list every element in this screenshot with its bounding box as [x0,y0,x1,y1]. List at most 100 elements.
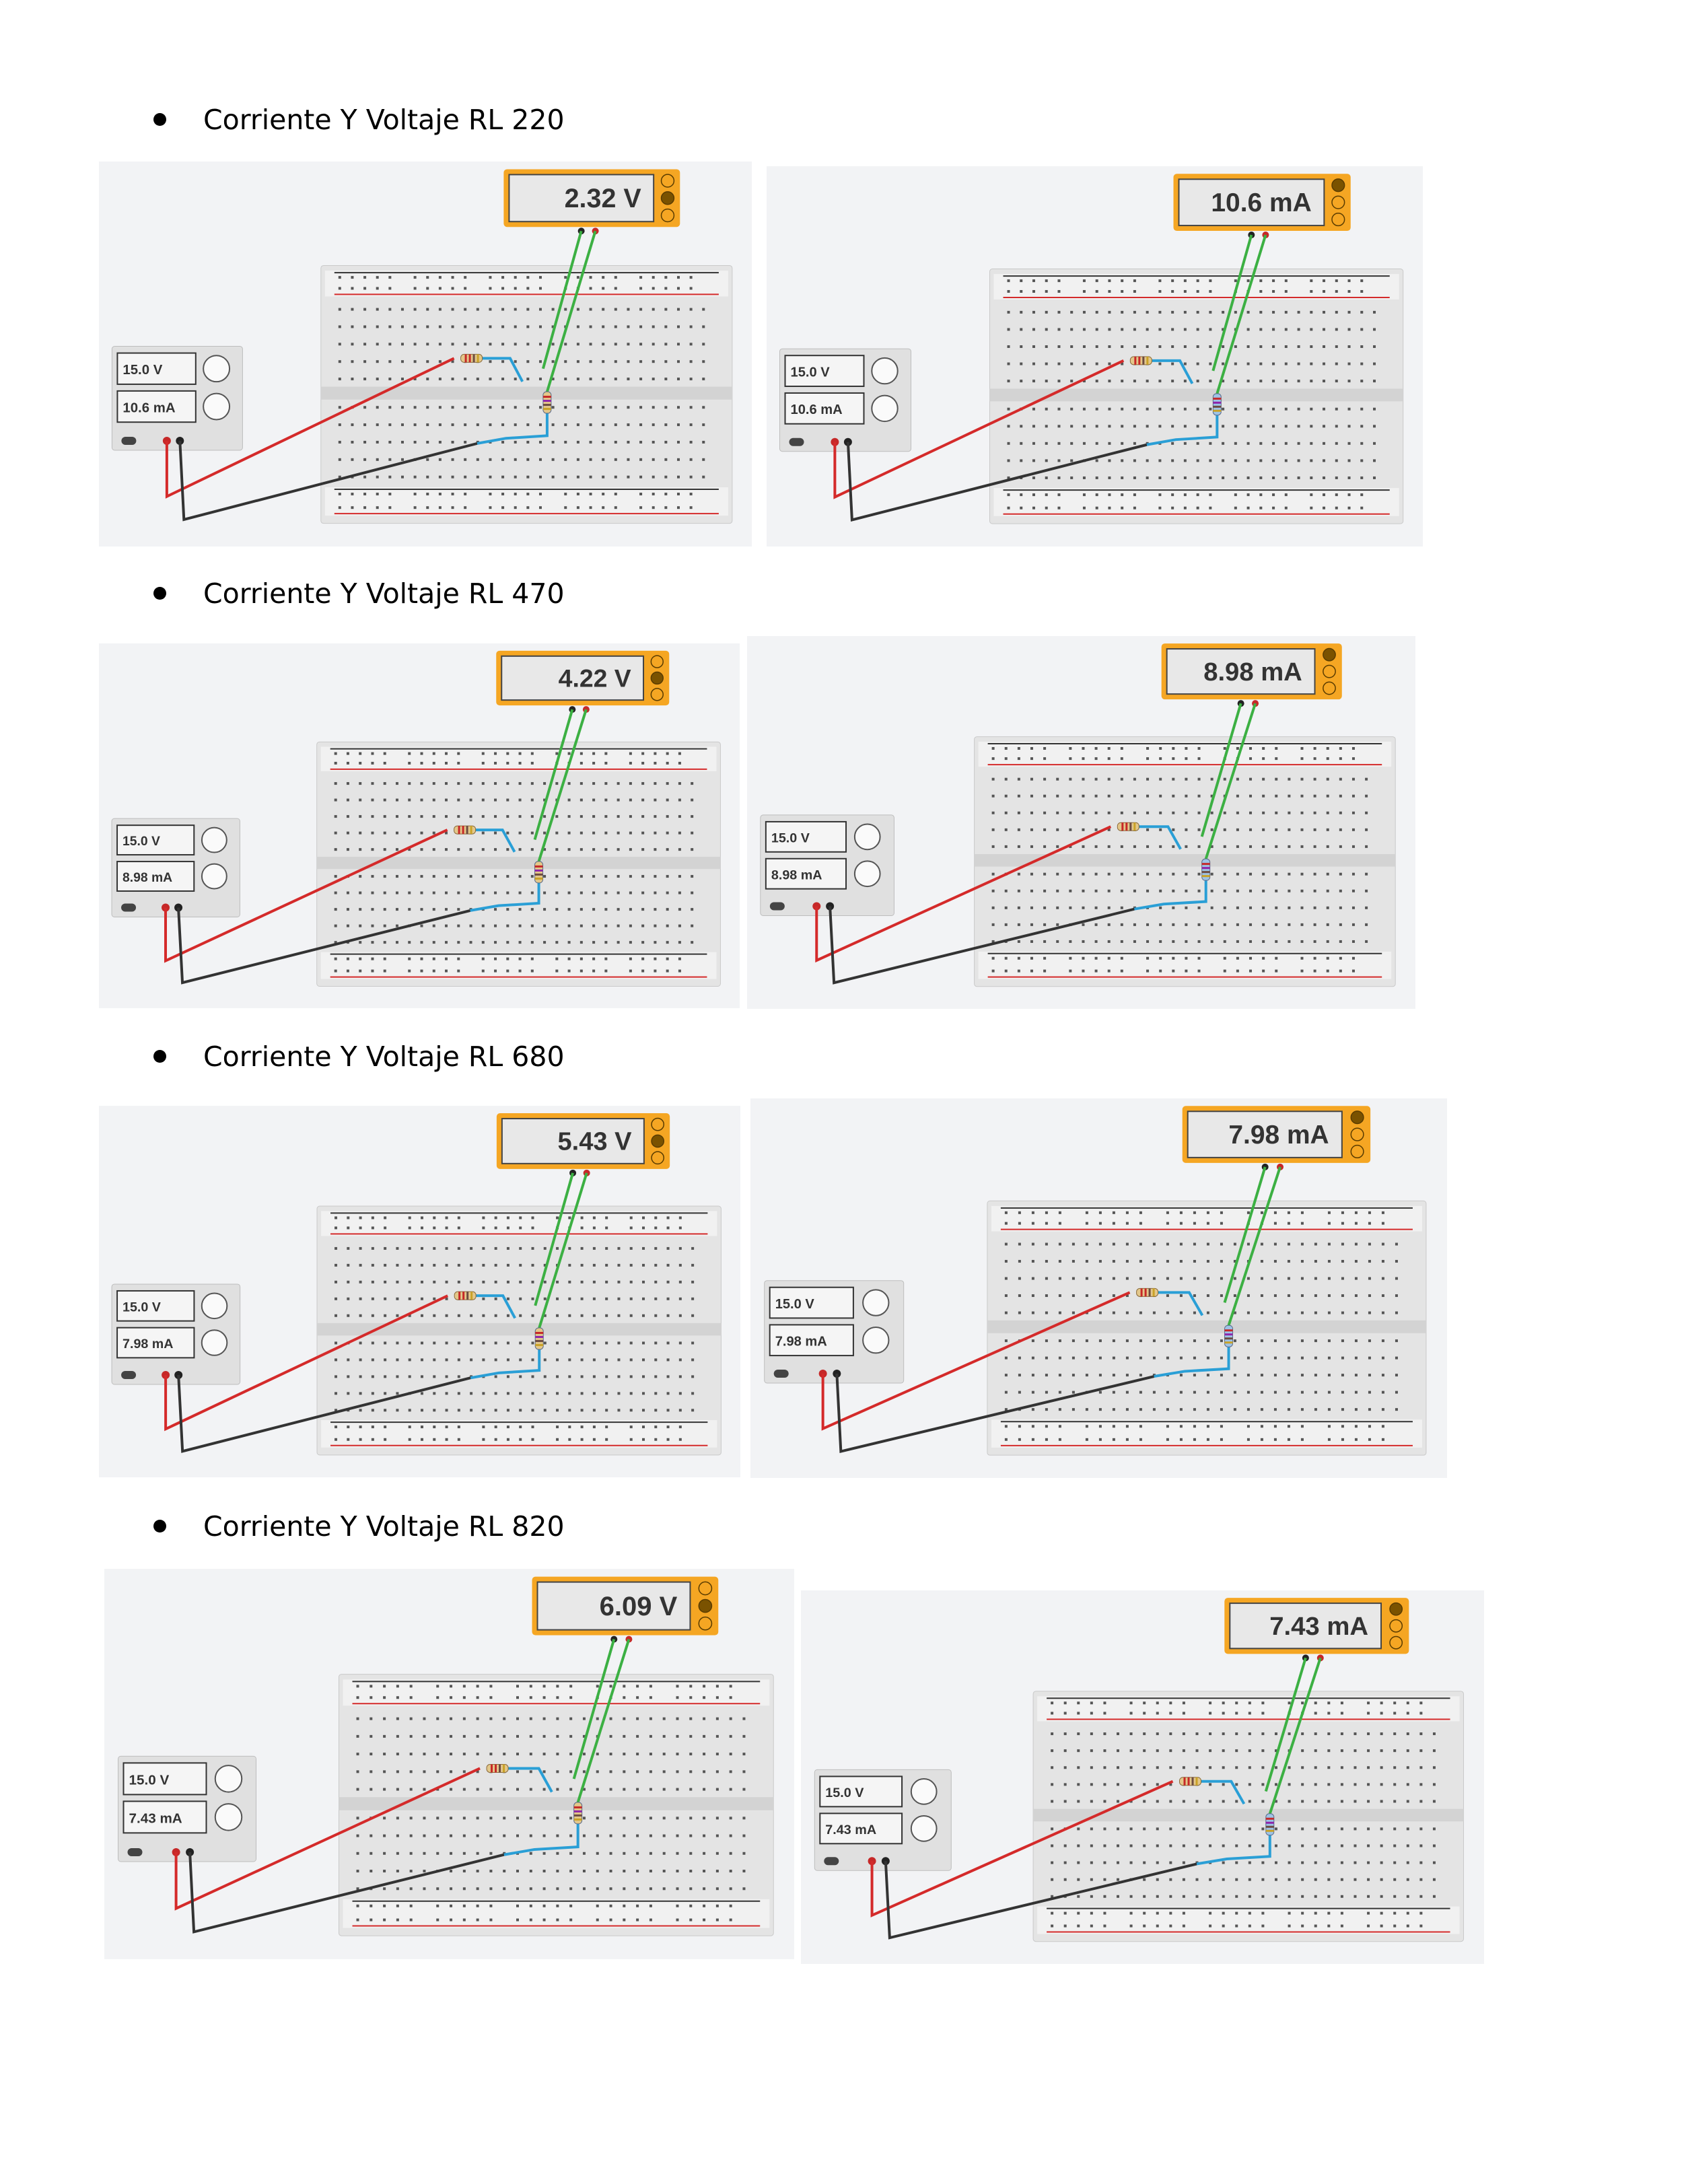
knob-icon [871,357,899,385]
resistor-band [1224,1333,1233,1336]
wires [833,234,1267,522]
meter-mode-icon [1350,1111,1364,1125]
meter-mode-icon [650,688,664,701]
knob-icon [214,1765,243,1793]
resistor-band [534,865,543,868]
meter-mode-icon [660,174,675,188]
meter-mode-icon [650,671,664,685]
blue-wire [508,1767,553,1793]
wires [164,709,588,985]
blue-wire [482,357,524,382]
resistor-band [1213,401,1222,404]
wires [174,1639,631,1934]
wires [165,230,597,522]
meter-reading: 5.43 V [557,1128,632,1156]
meter-mode-icon [1389,1635,1403,1650]
knob-icon [853,823,881,851]
knob-icon [203,392,231,421]
knob-icon [201,1329,228,1356]
green-wire [1227,1166,1281,1326]
supply-voltage-display: 15.0 V [825,1786,864,1800]
circuit-diagram: 2.32 V 15.0 V 10.6 mA [111,169,733,524]
resistor-band [1140,1288,1143,1297]
supply-voltage-display: 15.0 V [771,831,810,845]
resistor-band [1148,1288,1151,1297]
resistor-band [1224,1337,1233,1340]
resistor-band [1224,1329,1233,1332]
resistor-band [462,1292,465,1300]
blue-wire [1152,359,1194,384]
meter-reading: 2.32 V [565,184,642,213]
resistor-band [1201,875,1210,878]
green-wire [1211,234,1253,372]
meter-mode-icon [660,191,675,205]
resistor-band [1213,409,1222,412]
power-switch-icon [127,1848,143,1856]
green-wire [538,1172,588,1329]
resistor-icon [1136,1288,1159,1297]
resistor-band [534,877,543,880]
knob-icon [910,1777,938,1805]
meter-mode-icon [1350,1144,1364,1159]
supply-current-display: 7.43 mA [825,1823,876,1837]
circuit-screenshot: 4.22 V 15.0 V 8.98 mA [99,643,740,1008]
resistor-band [1187,1777,1190,1786]
resistor-icon [454,1291,477,1300]
blue-wire [1146,415,1219,446]
wires [164,1172,588,1453]
terminal-holes [1007,310,1376,479]
resistor-band [542,396,551,398]
blue-wire [1196,1835,1271,1866]
supply-voltage-display: 15.0 V [122,1300,161,1314]
resistor-band [1213,397,1222,400]
blue-wire [1134,880,1207,911]
meter-mode-icon [1389,1619,1403,1633]
resistor-band [477,354,479,363]
resistor-band [535,1343,544,1346]
resistor-band [1129,822,1132,831]
circuit-diagram: 7.43 mA 15.0 V 7.43 mA [814,1598,1465,1942]
resistor-icon [1129,356,1152,365]
breadboard [1032,1691,1465,1942]
resistor-band [464,354,467,363]
resistor-icon [460,353,483,363]
meter-mode-icon [698,1598,713,1613]
knob-icon [853,860,881,888]
breadboard [316,741,721,987]
resistor-band [1265,1829,1274,1832]
resistor-band [535,1339,544,1342]
heading-text: Corriente Y Voltaje RL 820 [203,1510,565,1543]
terminal-holes [1051,1732,1436,1898]
meter-mode-icon [1323,681,1336,695]
meter-mode-icon [698,1581,713,1596]
supply-voltage-display: 15.0 V [791,365,831,380]
resistor-band [466,1292,469,1300]
power-supply: 15.0 V 7.43 mA [814,1769,952,1871]
multimeter: 6.09 V [532,1576,719,1643]
resistor-band [1191,1777,1194,1786]
black-wire [835,1373,1155,1454]
meter-mode-icon [1331,195,1345,209]
bullet-icon [153,1520,166,1533]
resistor-band [470,826,472,835]
resistor-band [1152,1288,1155,1297]
supply-voltage-display: 15.0 V [775,1297,815,1312]
resistor-band [1121,822,1124,831]
bullet-icon [153,587,166,600]
resistor-band [1201,867,1210,870]
black-wire [178,440,478,522]
blue-wire [1201,1780,1246,1805]
resistor-band [573,1814,582,1817]
circuit-screenshot: 2.32 V 15.0 V 10.6 mA [99,162,752,547]
resistor-icon [1265,1813,1275,1836]
breadboard [339,1674,774,1936]
power-supply: 15.0 V 8.98 mA [111,818,240,917]
supply-voltage-display: 15.0 V [122,363,162,378]
resistor-icon [1117,822,1139,831]
black-wire [177,1374,471,1453]
power-switch-icon [121,437,137,445]
bullet-icon [153,113,166,126]
wires [815,703,1257,985]
power-supply: 15.0 V 8.98 mA [760,814,894,917]
green-wire [1268,1657,1322,1815]
